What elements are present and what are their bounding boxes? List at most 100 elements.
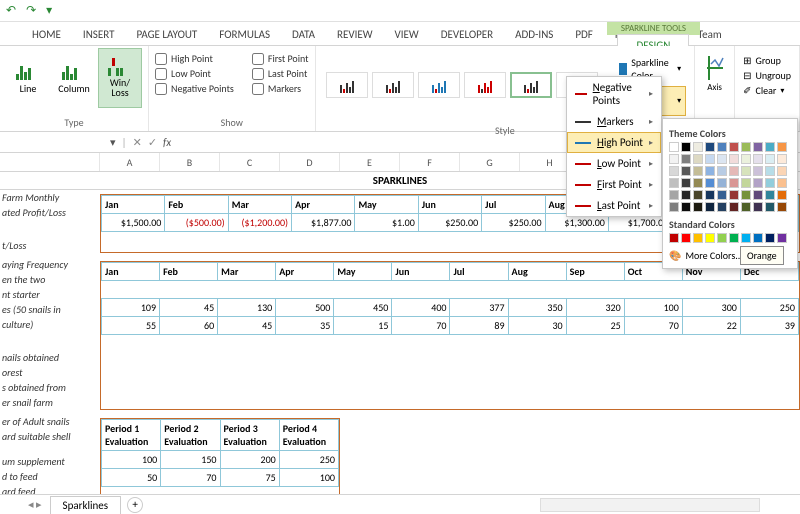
color-swatch[interactable]: [777, 166, 787, 176]
color-swatch[interactable]: [765, 142, 775, 152]
tab-review[interactable]: REVIEW: [335, 24, 375, 45]
count-cell[interactable]: 45: [218, 317, 276, 335]
color-swatch[interactable]: [777, 142, 787, 152]
color-swatch[interactable]: [741, 154, 751, 164]
enter-icon[interactable]: ✓: [148, 136, 157, 149]
count-cell[interactable]: 130: [218, 299, 276, 317]
count-cell[interactable]: 35: [276, 317, 334, 335]
color-swatch[interactable]: [717, 154, 727, 164]
color-swatch[interactable]: [777, 190, 787, 200]
color-swatch[interactable]: [669, 233, 679, 243]
last-point-checkbox[interactable]: Last Point: [252, 67, 309, 80]
profit-cell[interactable]: ($1,200.00): [228, 214, 291, 232]
color-swatch[interactable]: [717, 190, 727, 200]
profit-cell[interactable]: $1,877.00: [292, 214, 355, 232]
color-swatch[interactable]: [777, 202, 787, 212]
color-swatch[interactable]: [741, 178, 751, 188]
eval-cell[interactable]: 70: [161, 469, 220, 487]
style-item[interactable]: [326, 72, 368, 98]
tab-addins[interactable]: ADD-INS: [513, 24, 555, 45]
count-cell[interactable]: 100: [624, 299, 682, 317]
high-point-checkbox[interactable]: High Point: [155, 52, 234, 65]
col-header[interactable]: B: [160, 153, 220, 171]
col-header[interactable]: D: [280, 153, 340, 171]
new-sheet-button[interactable]: +: [127, 497, 143, 513]
color-swatch[interactable]: [753, 178, 763, 188]
evaluation-table[interactable]: Period 1 EvaluationPeriod 2 EvaluationPe…: [101, 419, 339, 487]
axis-button[interactable]: Axis: [701, 48, 728, 99]
color-swatch[interactable]: [753, 154, 763, 164]
marker-menu-item[interactable]: High Point▸: [567, 132, 661, 153]
color-swatch[interactable]: [741, 166, 751, 176]
count-cell[interactable]: 350: [508, 299, 566, 317]
color-swatch[interactable]: [705, 166, 715, 176]
color-swatch[interactable]: [729, 154, 739, 164]
count-cell[interactable]: 45: [160, 299, 218, 317]
tab-home[interactable]: HOME: [30, 24, 63, 45]
color-swatch[interactable]: [681, 233, 691, 243]
markers-checkbox[interactable]: Markers: [252, 82, 309, 95]
count-cell[interactable]: 300: [682, 299, 740, 317]
color-swatch[interactable]: [777, 233, 787, 243]
sheet-tab-sparklines[interactable]: Sparklines: [50, 496, 122, 514]
tab-page-layout[interactable]: PAGE LAYOUT: [134, 24, 199, 45]
color-swatch[interactable]: [705, 142, 715, 152]
count-cell[interactable]: 89: [450, 317, 508, 335]
profit-cell[interactable]: $1,500.00: [102, 214, 165, 232]
color-swatch[interactable]: [753, 142, 763, 152]
col-header[interactable]: A: [100, 153, 160, 171]
count-cell[interactable]: 70: [624, 317, 682, 335]
sparkline-winloss-button[interactable]: Win/ Loss: [98, 48, 142, 108]
color-swatch[interactable]: [693, 178, 703, 188]
group-button[interactable]: ⊞Group: [743, 54, 791, 67]
count-cell[interactable]: 377: [450, 299, 508, 317]
count-cell[interactable]: 25: [566, 317, 624, 335]
color-swatch[interactable]: [693, 202, 703, 212]
color-swatch[interactable]: [729, 202, 739, 212]
profit-cell[interactable]: ($500.00): [165, 214, 228, 232]
marker-menu-item[interactable]: First Point▸: [567, 174, 661, 195]
color-swatch[interactable]: [777, 154, 787, 164]
tab-insert[interactable]: INSERT: [81, 24, 117, 45]
count-cell[interactable]: 109: [102, 299, 160, 317]
color-swatch[interactable]: [681, 142, 691, 152]
col-header[interactable]: C: [220, 153, 280, 171]
color-swatch[interactable]: [741, 233, 751, 243]
color-swatch[interactable]: [669, 154, 679, 164]
color-swatch[interactable]: [729, 166, 739, 176]
tab-data[interactable]: DATA: [290, 24, 317, 45]
color-swatch[interactable]: [753, 233, 763, 243]
qat-dropdown-icon[interactable]: ▾: [46, 3, 52, 18]
count-cell[interactable]: 70: [392, 317, 450, 335]
ungroup-button[interactable]: ⊟Ungroup: [743, 69, 791, 82]
tab-pdf[interactable]: PDF: [573, 24, 595, 45]
eval-cell[interactable]: 75: [220, 469, 279, 487]
sparkline-column-button[interactable]: Column: [52, 48, 96, 108]
color-swatch[interactable]: [681, 190, 691, 200]
eval-cell[interactable]: 50: [102, 469, 161, 487]
tab-view[interactable]: VIEW: [393, 24, 421, 45]
color-swatch[interactable]: [693, 233, 703, 243]
horizontal-scrollbar[interactable]: [540, 498, 760, 512]
style-item[interactable]: [464, 72, 506, 98]
eval-cell[interactable]: 150: [161, 451, 220, 469]
redo-icon[interactable]: ↷: [26, 3, 36, 18]
color-swatch[interactable]: [705, 178, 715, 188]
style-item[interactable]: [372, 72, 414, 98]
count-cell[interactable]: 39: [740, 317, 798, 335]
color-swatch[interactable]: [765, 202, 775, 212]
profit-cell[interactable]: $250.00: [482, 214, 545, 232]
count-cell[interactable]: 250: [740, 299, 798, 317]
count-cell[interactable]: 30: [508, 317, 566, 335]
color-swatch[interactable]: [717, 142, 727, 152]
clear-button[interactable]: ✐Clear▾: [743, 84, 791, 97]
negative-points-checkbox[interactable]: Negative Points: [155, 82, 234, 95]
eval-cell[interactable]: 200: [220, 451, 279, 469]
eval-cell[interactable]: 100: [102, 451, 161, 469]
color-swatch[interactable]: [705, 190, 715, 200]
color-swatch[interactable]: [753, 202, 763, 212]
color-swatch[interactable]: [753, 190, 763, 200]
col-header[interactable]: G: [460, 153, 520, 171]
sheet-nav-icon[interactable]: ◂ ▸: [28, 498, 42, 511]
color-swatch[interactable]: [729, 233, 739, 243]
